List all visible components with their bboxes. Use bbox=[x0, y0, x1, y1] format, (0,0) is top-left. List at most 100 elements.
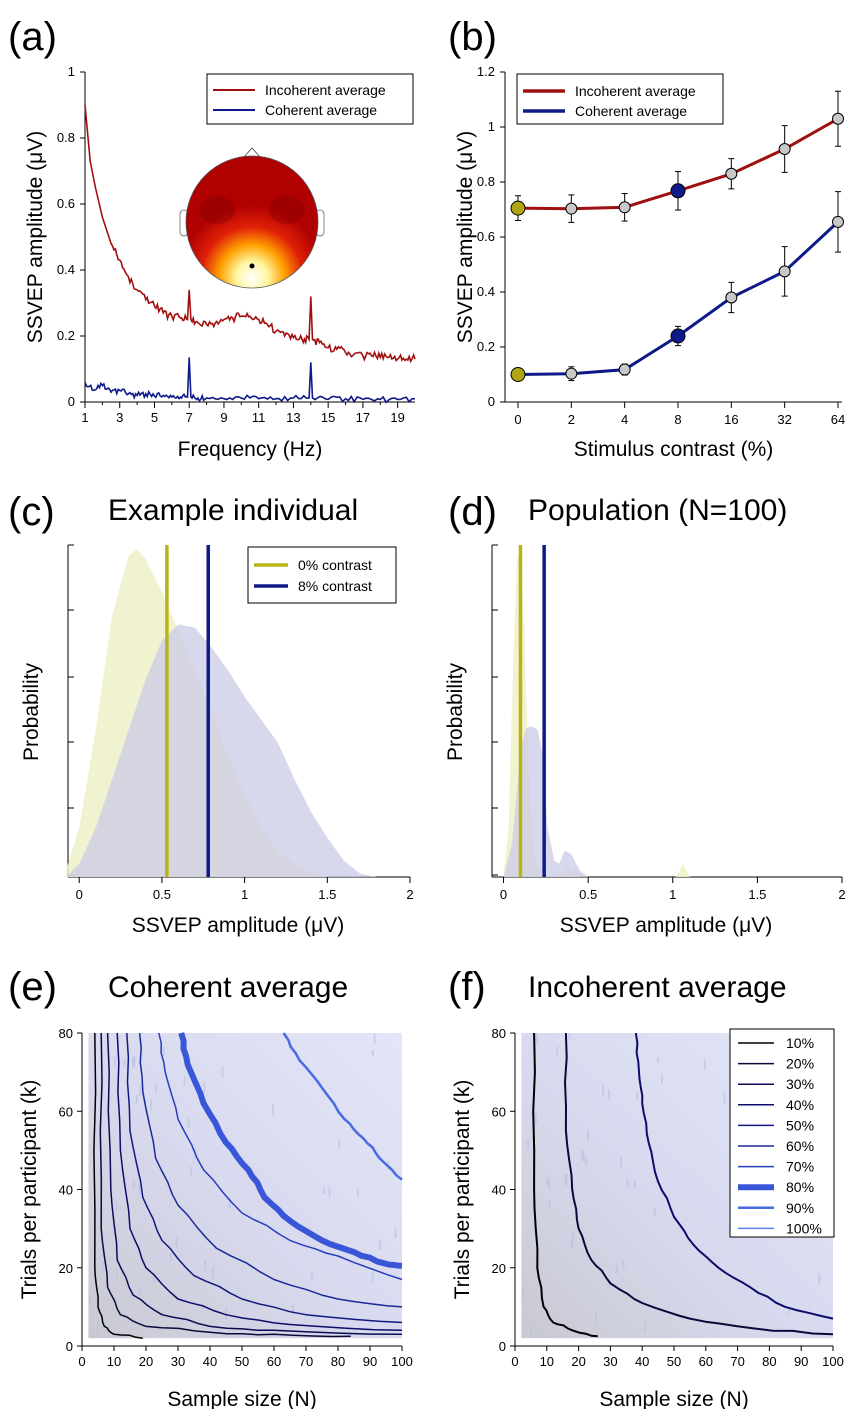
a-xtick-label: 3 bbox=[116, 410, 123, 425]
e-texture bbox=[139, 1287, 142, 1296]
e-texture bbox=[183, 1076, 186, 1086]
f-texture bbox=[556, 1046, 559, 1055]
c-xtick-label: 0.5 bbox=[153, 887, 171, 902]
a-series-line-0 bbox=[84, 104, 416, 364]
f-texture bbox=[818, 1273, 821, 1285]
b-ytick-label: 1.2 bbox=[477, 64, 495, 79]
panel-d-label: (d) bbox=[448, 490, 497, 534]
e-contour-70pct bbox=[158, 1032, 403, 1281]
a-ylabel: SSVEP amplitude (μV) bbox=[24, 131, 47, 343]
f-texture bbox=[607, 1089, 610, 1101]
e-texture bbox=[113, 1056, 116, 1067]
f-xtick-label: 80 bbox=[762, 1354, 776, 1369]
e-xtick-label: 90 bbox=[363, 1354, 377, 1369]
f-texture bbox=[565, 1174, 568, 1185]
f-legend-label: 10% bbox=[786, 1035, 814, 1051]
e-texture bbox=[97, 1320, 100, 1333]
f-texture bbox=[548, 1179, 551, 1189]
panel-c-label: (c) bbox=[8, 490, 55, 534]
c-xtick-label: 1 bbox=[241, 887, 248, 902]
f-texture bbox=[534, 1112, 537, 1125]
b-ytick-label: 0.2 bbox=[477, 339, 495, 354]
f-texture bbox=[530, 1326, 533, 1336]
b-ytick-label: 0 bbox=[488, 394, 495, 409]
e-texture bbox=[190, 1166, 193, 1176]
b-ytick-label: 0.8 bbox=[477, 174, 495, 189]
e-heatmap-bg bbox=[88, 1033, 403, 1339]
f-legend-label: 60% bbox=[786, 1138, 814, 1154]
e-xtick-label: 70 bbox=[299, 1354, 313, 1369]
e-xtick-label: 20 bbox=[139, 1354, 153, 1369]
e-contour-90pct bbox=[282, 1032, 403, 1181]
c-legend-box bbox=[247, 546, 397, 604]
e-contour-20pct bbox=[99, 1032, 351, 1338]
e-xtick-label: 40 bbox=[203, 1354, 217, 1369]
f-xtick-label: 20 bbox=[571, 1354, 585, 1369]
c-xlabel: SSVEP amplitude (μV) bbox=[132, 914, 344, 937]
f-texture bbox=[615, 1263, 618, 1274]
d-xtick-label: 1.5 bbox=[748, 887, 766, 902]
e-texture bbox=[328, 1187, 331, 1198]
f-texture bbox=[626, 1179, 629, 1187]
e-xtick-label: 60 bbox=[267, 1354, 281, 1369]
f-texture bbox=[585, 1158, 588, 1166]
e-contour-50pct bbox=[126, 1032, 403, 1324]
b-ytick-label: 1 bbox=[488, 119, 495, 134]
f-legend-label: 30% bbox=[786, 1076, 814, 1092]
a-topo-electrode bbox=[249, 263, 255, 269]
f-texture bbox=[622, 1259, 625, 1270]
e-texture bbox=[132, 1179, 135, 1189]
e-contour-30pct bbox=[106, 1032, 403, 1336]
e-texture bbox=[310, 1272, 313, 1280]
e-ytick-label: 20 bbox=[59, 1261, 73, 1276]
b-legend-label: Coherent average bbox=[575, 103, 687, 119]
b-point bbox=[670, 328, 686, 344]
e-contour-60pct bbox=[138, 1032, 403, 1308]
e-texture bbox=[338, 1138, 341, 1149]
e-texture bbox=[221, 1066, 224, 1078]
f-ytick-label: 0 bbox=[499, 1339, 506, 1354]
e-ytick-label: 40 bbox=[59, 1183, 73, 1198]
f-xtick-label: 50 bbox=[667, 1354, 681, 1369]
f-ytick-label: 20 bbox=[492, 1261, 506, 1276]
a-topo-nose bbox=[243, 147, 261, 158]
b-point bbox=[510, 367, 526, 382]
f-texture bbox=[521, 1289, 524, 1301]
e-texture bbox=[154, 1084, 157, 1094]
f-ytick-label: 80 bbox=[492, 1026, 506, 1041]
c-ylabel: Probability bbox=[20, 662, 43, 761]
b-point bbox=[618, 363, 631, 376]
e-texture bbox=[228, 1199, 231, 1209]
f-texture bbox=[703, 1059, 706, 1070]
a-xtick-label: 13 bbox=[286, 410, 300, 425]
e-texture bbox=[175, 1237, 178, 1247]
b-point bbox=[778, 265, 791, 278]
f-texture bbox=[633, 1180, 636, 1190]
e-texture bbox=[169, 1253, 172, 1261]
e-texture bbox=[371, 1272, 374, 1284]
f-legend-label: 20% bbox=[786, 1056, 814, 1072]
f-xtick-label: 40 bbox=[635, 1354, 649, 1369]
e-texture bbox=[225, 1307, 227, 1320]
e-ytick-label: 80 bbox=[59, 1026, 73, 1041]
e-xtick-label: 10 bbox=[107, 1354, 121, 1369]
e-xtick-label: 80 bbox=[331, 1354, 345, 1369]
e-texture bbox=[323, 1187, 325, 1195]
f-texture bbox=[602, 1085, 605, 1096]
e-xtick-label: 30 bbox=[171, 1354, 185, 1369]
a-xtick-label: 17 bbox=[356, 410, 370, 425]
e-texture bbox=[203, 1081, 206, 1093]
e-texture bbox=[271, 1104, 274, 1116]
f-ylabel: Trials per participant (k) bbox=[451, 1080, 474, 1300]
f-legend-label: 70% bbox=[786, 1159, 814, 1175]
a-legend-label: Incoherent average bbox=[265, 82, 386, 98]
b-point bbox=[778, 143, 791, 155]
b-xtick-label: 16 bbox=[724, 412, 738, 427]
e-texture bbox=[152, 1273, 155, 1283]
f-contour-20pct bbox=[564, 1032, 834, 1336]
c-density-1 bbox=[66, 624, 377, 877]
b-point bbox=[565, 367, 578, 380]
b-point bbox=[832, 215, 844, 228]
b-point bbox=[565, 202, 578, 215]
